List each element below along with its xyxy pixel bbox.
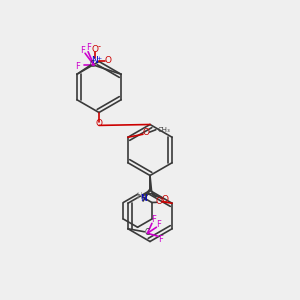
Text: F: F [151, 215, 156, 224]
Text: O: O [161, 195, 169, 204]
Text: C: C [145, 229, 150, 238]
Text: F: F [85, 43, 91, 52]
Text: O: O [104, 56, 111, 65]
Text: N: N [140, 194, 146, 203]
Text: C: C [90, 61, 95, 70]
Text: O: O [142, 128, 149, 137]
Text: H: H [136, 192, 142, 201]
Text: CH₃: CH₃ [157, 127, 170, 133]
Text: O: O [95, 119, 103, 128]
Text: +: + [96, 56, 101, 61]
Text: O: O [156, 197, 163, 206]
Text: F: F [156, 220, 161, 229]
Text: F: F [80, 46, 85, 55]
Text: F: F [75, 62, 80, 71]
Text: N: N [92, 56, 98, 65]
Text: F: F [158, 235, 164, 244]
Text: O: O [92, 45, 98, 54]
Text: -: - [98, 42, 101, 51]
